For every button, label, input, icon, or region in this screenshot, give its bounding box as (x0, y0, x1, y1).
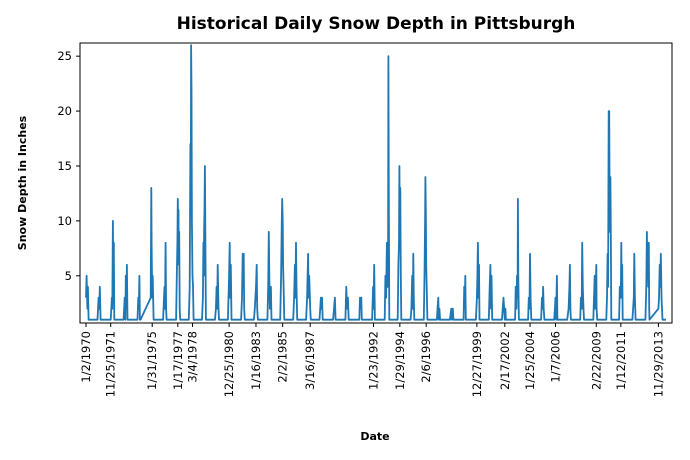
x-tick-label: 1/29/1994 (393, 331, 407, 390)
x-axis-label: Date (360, 430, 389, 443)
x-tick-label: 1/16/1983 (249, 331, 263, 390)
series-line-0 (85, 44, 666, 321)
x-tick-label: 3/16/1987 (303, 331, 317, 390)
x-tick-label: 1/25/2004 (523, 331, 537, 390)
x-tick-label: 1/23/1992 (367, 331, 381, 390)
x-tick-label: 1/2/1970 (79, 331, 93, 383)
x-tick-label: 1/7/2006 (549, 331, 563, 383)
y-tick-label: 15 (57, 159, 72, 173)
x-axis-ticks: 1/2/1970 11/25/1971 1/31/1975 1/17/1977 3/4/… (79, 323, 665, 397)
x-tick-label: 1/31/1975 (145, 331, 159, 390)
plot-frame (79, 42, 673, 324)
x-tick-label: 3/4/1978 (186, 331, 200, 383)
x-tick-label: 12/25/1980 (222, 331, 236, 397)
x-tick-label: 2/2/1985 (276, 331, 290, 383)
x-tick-label: 12/27/1999 (470, 331, 484, 397)
series-layer (85, 44, 666, 321)
y-axis-ticks: 5 10 15 20 25 (57, 49, 80, 283)
y-tick-label: 10 (57, 214, 72, 228)
x-tick-label: 2/6/1996 (419, 331, 433, 383)
x-tick-label: 1/12/2011 (614, 331, 628, 390)
x-tick-label: 11/29/2013 (651, 331, 665, 397)
x-tick-label: 2/22/2009 (589, 331, 603, 390)
chart-title: Historical Daily Snow Depth in Pittsburg… (176, 14, 576, 34)
x-tick-label: 11/25/1971 (104, 331, 118, 397)
y-tick-label: 20 (57, 104, 72, 118)
y-axis-label: Snow Depth in Inches (16, 115, 29, 250)
y-tick-label: 5 (65, 269, 72, 283)
x-tick-label: 2/17/2002 (498, 331, 512, 390)
x-tick-label: 1/17/1977 (171, 331, 185, 390)
y-tick-label: 25 (57, 49, 72, 63)
